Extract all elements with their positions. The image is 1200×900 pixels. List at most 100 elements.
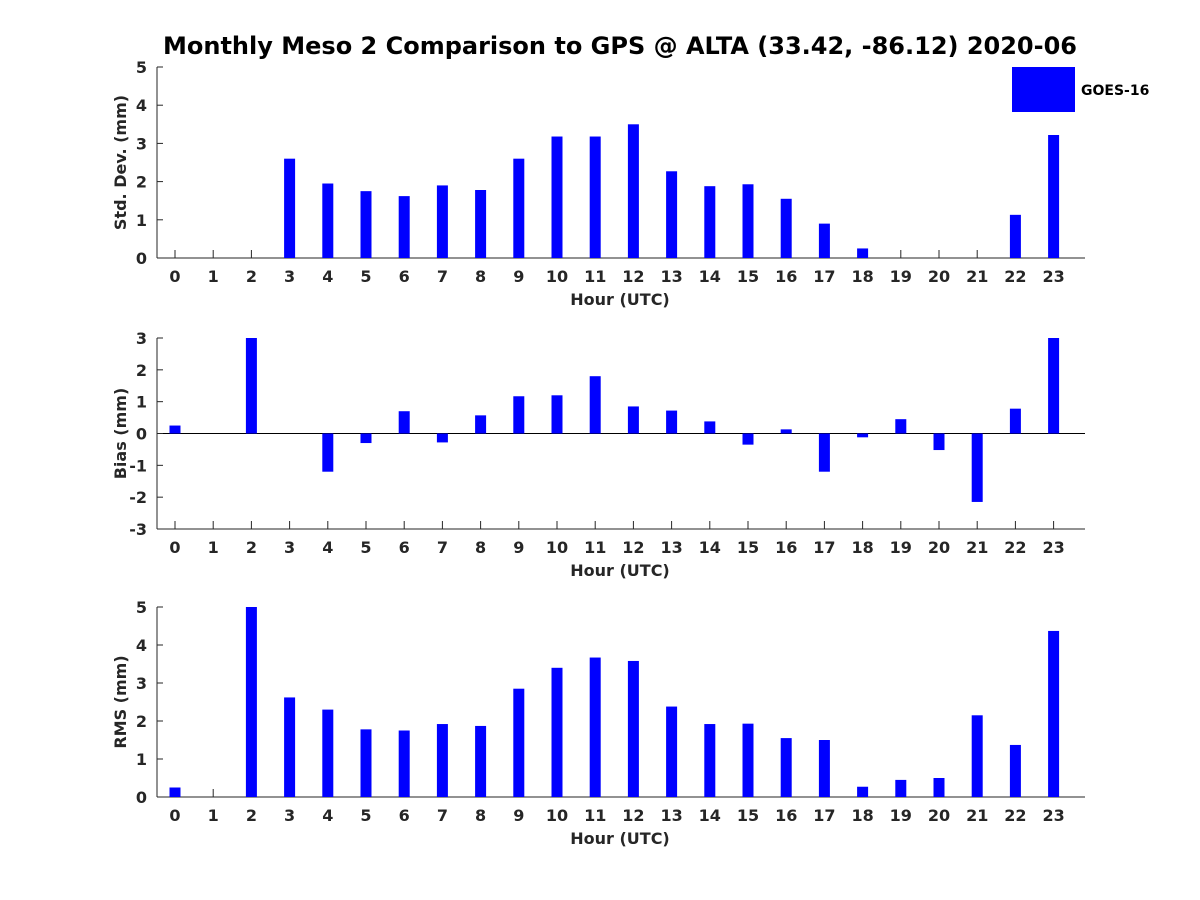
bar	[971, 433, 983, 502]
x-tick-label: 18	[851, 267, 873, 286]
y-tick-label: 1	[136, 750, 147, 769]
bar	[169, 787, 181, 797]
bar	[742, 723, 754, 797]
x-tick-label: 2	[246, 538, 257, 557]
y-tick-label: 3	[136, 329, 147, 348]
bar	[475, 725, 487, 797]
x-tick-label: 11	[584, 806, 606, 825]
x-tick-label: 15	[737, 538, 759, 557]
bar	[780, 198, 792, 258]
x-tick-label: 3	[284, 267, 295, 286]
x-tick-label: 20	[928, 806, 950, 825]
x-axis-label: Hour (UTC)	[570, 561, 670, 580]
x-tick-label: 11	[584, 267, 606, 286]
bar	[971, 715, 983, 797]
x-tick-label: 6	[399, 538, 410, 557]
bar	[398, 196, 410, 258]
x-tick-label: 5	[360, 267, 371, 286]
x-tick-label: 23	[1042, 267, 1064, 286]
x-tick-label: 16	[775, 806, 797, 825]
x-tick-label: 15	[737, 267, 759, 286]
x-tick-label: 21	[966, 267, 988, 286]
x-tick-label: 22	[1004, 538, 1026, 557]
bar	[933, 433, 945, 451]
bar	[818, 223, 830, 258]
x-axis-label: Hour (UTC)	[570, 829, 670, 848]
bar	[284, 697, 296, 797]
x-tick-label: 6	[399, 806, 410, 825]
x-tick-label: 14	[699, 538, 721, 557]
x-tick-label: 23	[1042, 806, 1064, 825]
x-tick-label: 9	[513, 267, 524, 286]
x-tick-label: 7	[437, 267, 448, 286]
x-tick-label: 2	[246, 806, 257, 825]
x-tick-label: 4	[322, 538, 333, 557]
bar	[742, 184, 754, 258]
bar	[1009, 408, 1021, 434]
bar	[780, 738, 792, 797]
x-tick-label: 8	[475, 806, 486, 825]
x-tick-label: 8	[475, 538, 486, 557]
bar	[1009, 744, 1021, 797]
bar	[513, 688, 525, 797]
bar	[475, 190, 487, 258]
y-tick-label: 0	[136, 788, 147, 807]
y-tick-label: 4	[136, 636, 147, 655]
x-tick-label: 10	[546, 806, 568, 825]
bar	[857, 786, 869, 797]
y-axis-label: Std. Dev. (mm)	[111, 95, 130, 230]
y-tick-label: -2	[129, 488, 147, 507]
x-tick-label: 4	[322, 806, 333, 825]
bar	[360, 433, 372, 444]
bar	[627, 124, 639, 258]
bar	[245, 607, 257, 797]
x-tick-label: 15	[737, 806, 759, 825]
bar	[589, 136, 601, 258]
bar	[169, 425, 181, 434]
x-tick-label: 14	[699, 267, 721, 286]
bar	[1048, 630, 1060, 797]
bar	[551, 667, 563, 797]
bar	[1048, 134, 1060, 258]
y-tick-label: 5	[136, 58, 147, 77]
y-tick-label: 0	[136, 249, 147, 268]
bar	[627, 660, 639, 797]
bar	[742, 433, 754, 445]
bar	[322, 183, 334, 258]
x-tick-label: 14	[699, 806, 721, 825]
x-tick-label: 17	[813, 267, 835, 286]
x-tick-label: 22	[1004, 806, 1026, 825]
bar	[1009, 214, 1021, 258]
x-tick-label: 7	[437, 806, 448, 825]
x-tick-label: 0	[169, 267, 180, 286]
x-tick-label: 8	[475, 267, 486, 286]
bar	[666, 706, 678, 797]
bar	[627, 406, 639, 434]
x-tick-label: 4	[322, 267, 333, 286]
x-tick-label: 1	[208, 267, 219, 286]
figure-title: Monthly Meso 2 Comparison to GPS @ ALTA …	[163, 32, 1077, 60]
bar	[513, 396, 525, 434]
bar	[818, 740, 830, 797]
legend: GOES-16	[1012, 67, 1149, 112]
bar	[398, 411, 410, 434]
y-tick-label: -1	[129, 456, 147, 475]
x-tick-label: 19	[890, 538, 912, 557]
x-tick-label: 9	[513, 538, 524, 557]
bar	[245, 338, 257, 434]
x-tick-label: 5	[360, 538, 371, 557]
x-tick-label: 13	[660, 806, 682, 825]
x-tick-label: 20	[928, 538, 950, 557]
bar	[436, 185, 448, 258]
x-tick-label: 9	[513, 806, 524, 825]
bar	[666, 171, 678, 258]
bar	[589, 657, 601, 797]
x-tick-label: 16	[775, 538, 797, 557]
bar	[436, 433, 448, 443]
x-tick-label: 13	[660, 267, 682, 286]
x-tick-label: 3	[284, 538, 295, 557]
x-tick-label: 7	[437, 538, 448, 557]
x-tick-label: 19	[890, 267, 912, 286]
